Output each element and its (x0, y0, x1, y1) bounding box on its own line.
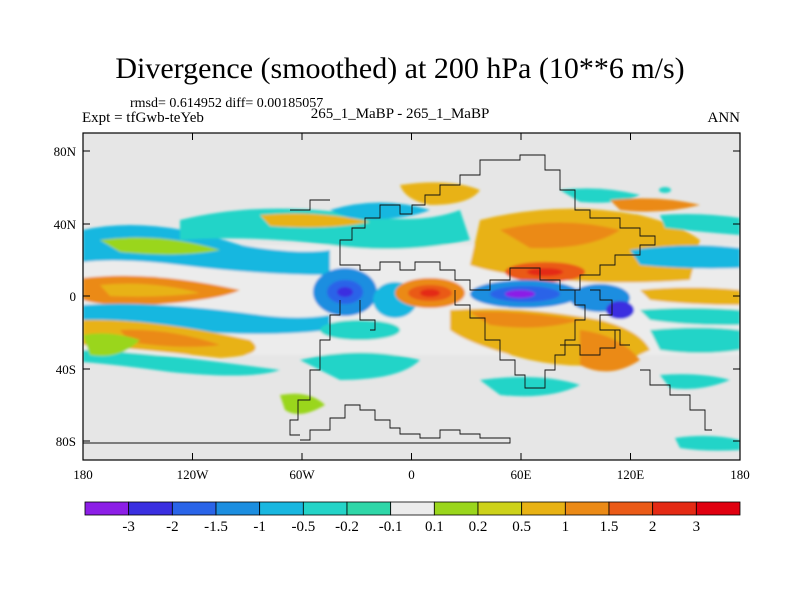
colorbar-swatch (215, 501, 261, 516)
colorbar-swatch (695, 501, 741, 516)
colorbar-swatch (259, 501, 304, 516)
colorbar-label: 0.1 (424, 519, 444, 535)
colorbar-label: -2 (166, 519, 179, 535)
colorbar-label: -1 (253, 519, 266, 535)
colorbar-swatch (128, 501, 173, 516)
colorbar-swatch (390, 501, 435, 516)
colorbar (84, 501, 741, 516)
season-label: ANN (707, 110, 741, 126)
lon-tick-label: 120W (177, 467, 210, 482)
colorbar-label: 0.2 (468, 519, 488, 535)
coastlines (83, 154, 712, 444)
stats-line: rmsd= 0.614952 diff= 0.00185057 (130, 96, 324, 111)
lat-tick-label: 40N (54, 217, 77, 232)
axis-ticks (82, 133, 741, 460)
lon-tick-label: 0 (408, 467, 415, 482)
colorbar-label: 2 (648, 519, 657, 535)
case-label: 265_1_MaBP - 265_1_MaBP (310, 106, 490, 122)
colorbar-label: 3 (692, 519, 701, 535)
colorbar-swatch (652, 501, 697, 516)
lon-tick-label: 180 (73, 467, 93, 482)
lon-tick-label: 180 (730, 467, 750, 482)
colorbar-swatch (302, 501, 348, 516)
colorbar-swatch (477, 501, 523, 516)
lon-tick-label: 120E (617, 467, 645, 482)
lon-tick-label: 60E (511, 467, 532, 482)
lat-tick-label: 40S (56, 362, 76, 377)
colorbar-label: -1.5 (204, 519, 228, 535)
lat-tick-label: 0 (70, 289, 77, 304)
colorbar-swatch (84, 501, 130, 516)
colorbar-swatch (564, 501, 610, 516)
colorbar-label: -0.2 (335, 519, 359, 535)
colorbar-swatch (346, 501, 392, 516)
lat-tick-label: 80N (54, 144, 77, 159)
lat-tick-label: 80S (56, 434, 76, 449)
lon-tick-label: 60W (289, 467, 315, 482)
colorbar-swatch (433, 501, 479, 516)
colorbar-label: 0.5 (512, 519, 532, 535)
colorbar-label: 1 (561, 519, 570, 535)
colorbar-label: -0.5 (291, 519, 316, 535)
map-title: Divergence (smoothed) at 200 hPa (10**6 … (115, 52, 685, 85)
experiment-label: Expt = tfGwb-teYeb (82, 110, 204, 126)
colorbar-swatch (171, 501, 217, 516)
colorbar-label: 1.5 (599, 519, 619, 535)
colorbar-label: -3 (122, 519, 135, 535)
colorbar-swatch (608, 501, 654, 516)
colorbar-swatch (521, 501, 566, 516)
colorbar-label: -0.1 (378, 519, 403, 535)
